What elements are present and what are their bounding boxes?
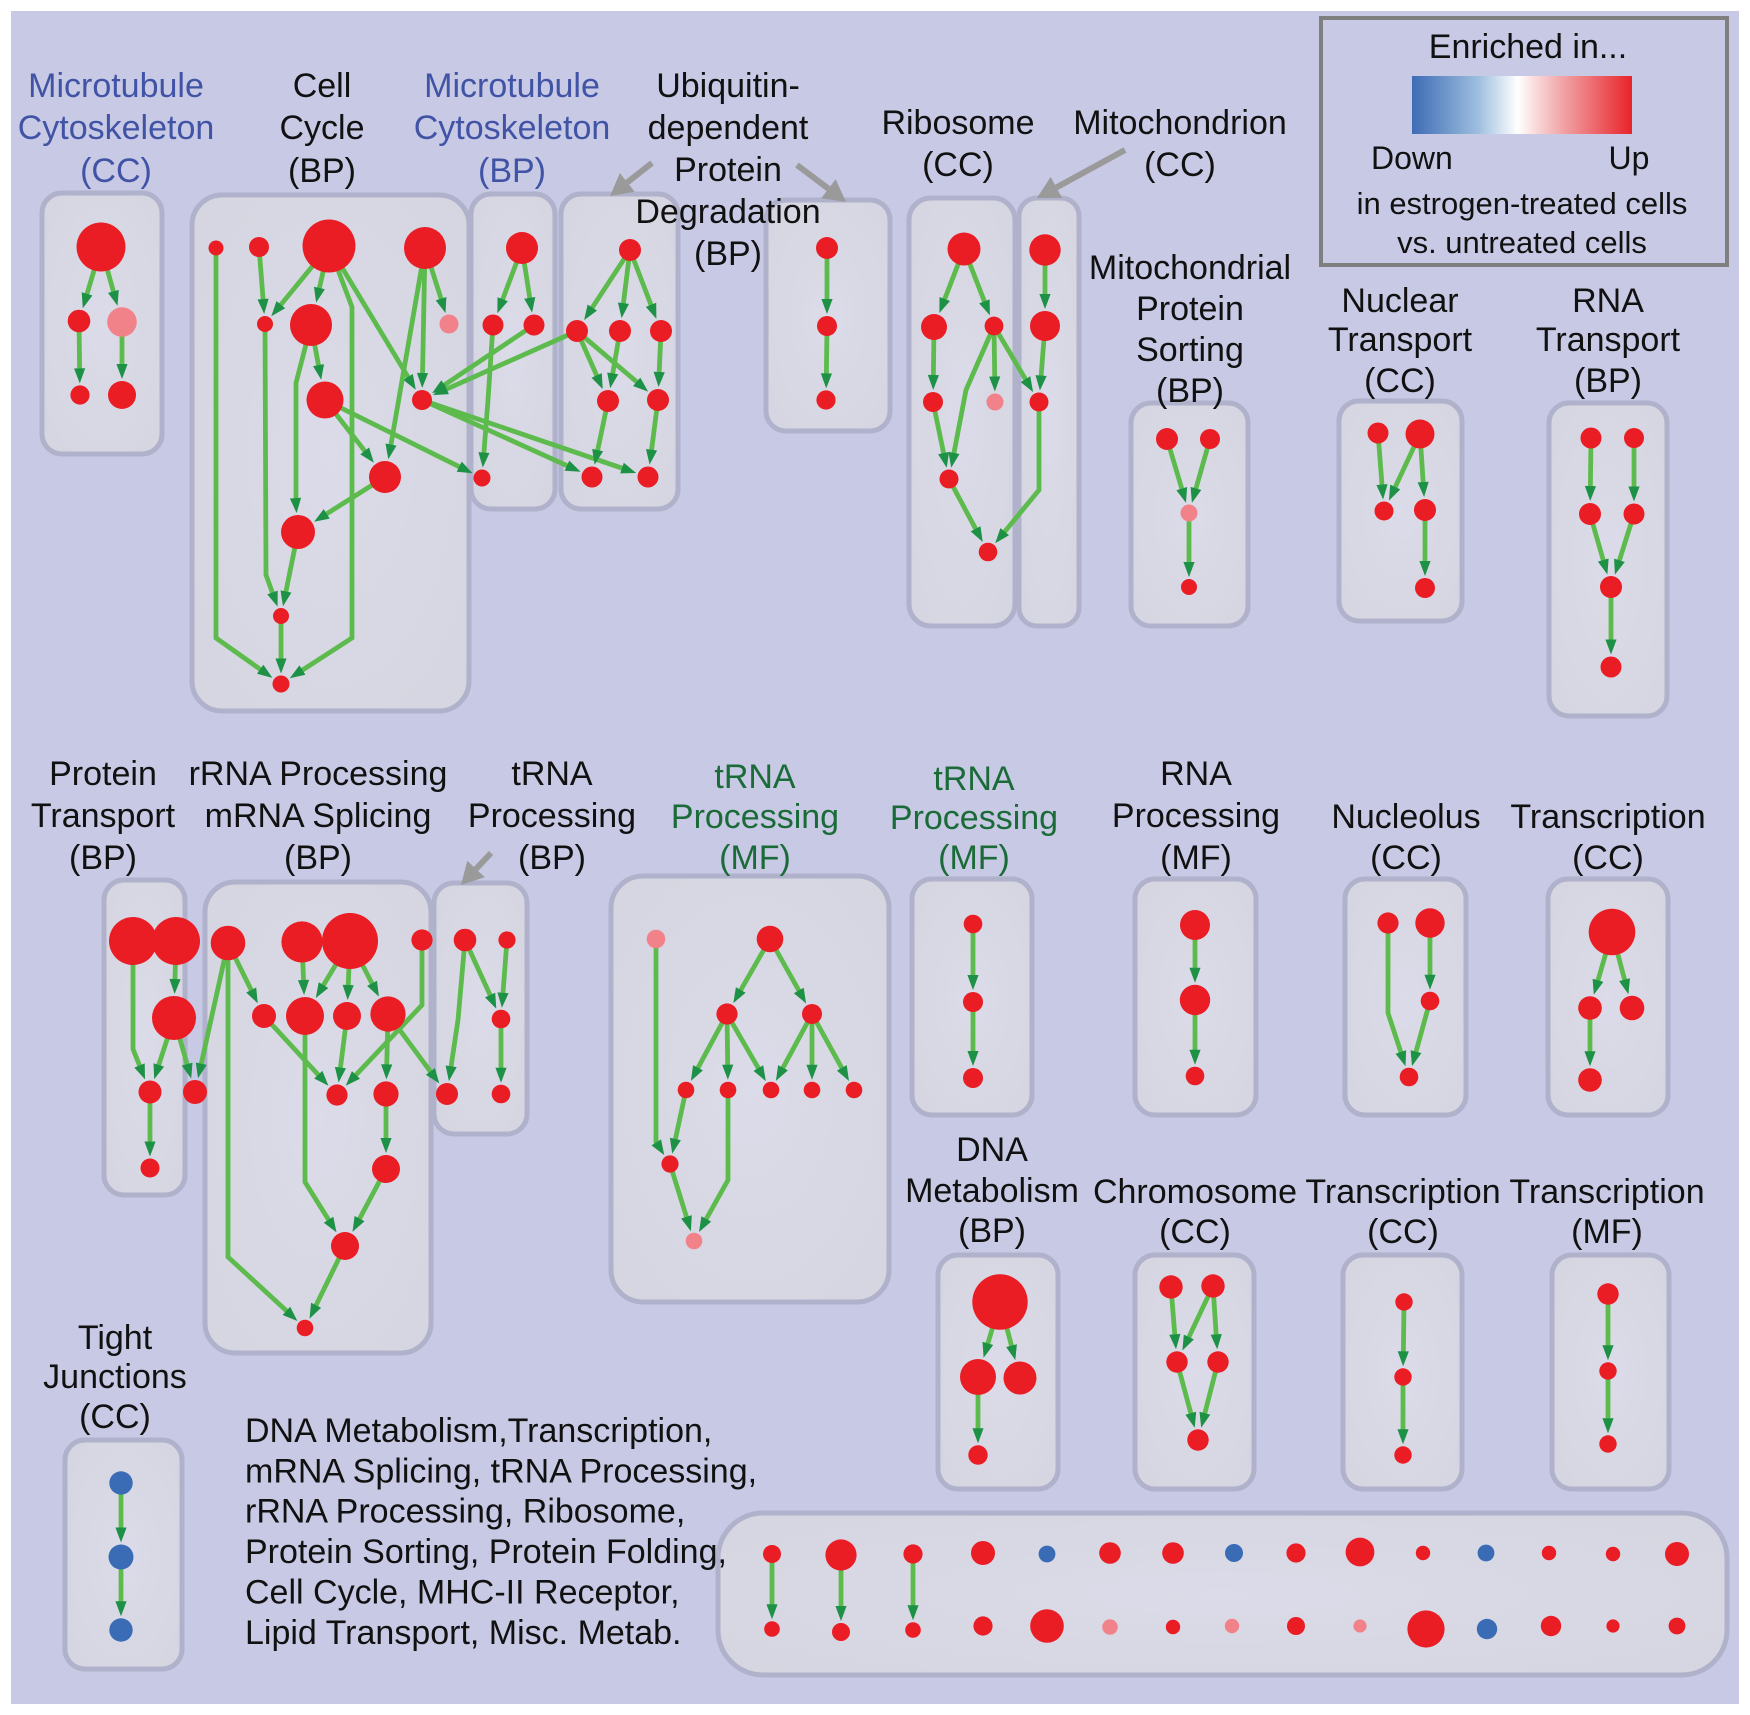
svg-text:Transcription: Transcription (1510, 798, 1705, 836)
svg-text:Lipid Transport, Misc. Metab.: Lipid Transport, Misc. Metab. (245, 1614, 682, 1652)
svg-text:Transport: Transport (31, 797, 176, 835)
svg-text:Transcription: Transcription (1305, 1173, 1500, 1211)
svg-text:(BP): (BP) (284, 839, 352, 877)
svg-text:Processing: Processing (1112, 797, 1280, 835)
svg-text:dependent: dependent (648, 109, 809, 147)
svg-text:Transport: Transport (1328, 321, 1473, 359)
svg-text:Sorting: Sorting (1136, 331, 1244, 369)
svg-text:(BP): (BP) (518, 839, 586, 877)
svg-text:tRNA: tRNA (511, 755, 593, 793)
svg-text:RNA: RNA (1572, 282, 1644, 320)
svg-text:Up: Up (1609, 140, 1650, 176)
svg-text:Transcription: Transcription (1509, 1173, 1704, 1211)
svg-text:(CC): (CC) (1159, 1213, 1231, 1251)
svg-text:tRNA: tRNA (714, 758, 796, 796)
svg-text:(MF): (MF) (938, 839, 1010, 877)
svg-text:vs. untreated cells: vs. untreated cells (1397, 225, 1647, 260)
svg-text:Nucleolus: Nucleolus (1331, 798, 1480, 836)
svg-text:(CC): (CC) (1364, 362, 1436, 400)
svg-text:(MF): (MF) (1160, 839, 1232, 877)
svg-text:(BP): (BP) (288, 152, 356, 190)
svg-text:(CC): (CC) (1144, 146, 1216, 184)
svg-text:(BP): (BP) (694, 235, 762, 273)
svg-text:(MF): (MF) (719, 839, 791, 877)
svg-text:mRNA Splicing, tRNA Processing: mRNA Splicing, tRNA Processing, (245, 1452, 757, 1490)
svg-text:mRNA Splicing: mRNA Splicing (205, 797, 432, 835)
svg-text:(BP): (BP) (69, 839, 137, 877)
svg-text:Nuclear: Nuclear (1341, 282, 1458, 320)
svg-text:Cell: Cell (293, 67, 352, 105)
svg-text:(BP): (BP) (1574, 362, 1642, 400)
svg-text:(CC): (CC) (922, 146, 994, 184)
svg-text:Protein: Protein (1136, 290, 1244, 328)
svg-text:(BP): (BP) (478, 152, 546, 190)
svg-text:Ubiquitin-: Ubiquitin- (656, 67, 800, 105)
svg-text:(BP): (BP) (1156, 372, 1224, 410)
svg-text:Cell Cycle, MHC-II Receptor,: Cell Cycle, MHC-II Receptor, (245, 1574, 680, 1612)
svg-text:Metabolism: Metabolism (905, 1172, 1079, 1210)
svg-text:in estrogen-treated cells: in estrogen-treated cells (1357, 186, 1688, 221)
svg-text:(CC): (CC) (1572, 839, 1644, 877)
svg-text:Processing: Processing (890, 799, 1058, 837)
svg-text:Microtubule: Microtubule (28, 67, 204, 105)
svg-text:Mitochondrial: Mitochondrial (1089, 249, 1291, 287)
svg-text:Degradation: Degradation (635, 193, 820, 231)
svg-text:Cytoskeleton: Cytoskeleton (414, 109, 611, 147)
svg-text:tRNA: tRNA (933, 760, 1015, 798)
svg-text:(CC): (CC) (1370, 839, 1442, 877)
svg-text:Junctions: Junctions (43, 1358, 187, 1396)
svg-text:Processing: Processing (671, 798, 839, 836)
svg-text:Protein: Protein (49, 755, 157, 793)
svg-text:Protein Sorting, Protein Foldi: Protein Sorting, Protein Folding, (245, 1533, 727, 1571)
svg-text:rRNA Processing: rRNA Processing (189, 755, 448, 793)
svg-text:DNA Metabolism,Transcription,: DNA Metabolism,Transcription, (245, 1412, 712, 1450)
svg-text:RNA: RNA (1160, 755, 1232, 793)
svg-text:Transport: Transport (1536, 321, 1681, 359)
svg-text:Microtubule: Microtubule (424, 67, 600, 105)
svg-text:Tight: Tight (78, 1319, 153, 1357)
svg-text:rRNA Processing, Ribosome,: rRNA Processing, Ribosome, (245, 1493, 685, 1531)
svg-text:Ribosome: Ribosome (881, 104, 1034, 142)
svg-text:Mitochondrion: Mitochondrion (1073, 104, 1287, 142)
svg-text:Down: Down (1371, 140, 1453, 176)
svg-text:Chromosome: Chromosome (1093, 1173, 1297, 1211)
svg-text:Enriched in...: Enriched in... (1429, 28, 1627, 66)
svg-text:DNA: DNA (956, 1131, 1028, 1169)
svg-text:Cycle: Cycle (279, 109, 364, 147)
svg-text:(CC): (CC) (80, 152, 152, 190)
svg-text:(MF): (MF) (1571, 1213, 1643, 1251)
svg-text:Processing: Processing (468, 797, 636, 835)
svg-text:(BP): (BP) (958, 1212, 1026, 1250)
svg-text:Protein: Protein (674, 151, 782, 189)
svg-text:Cytoskeleton: Cytoskeleton (18, 109, 215, 147)
svg-text:(CC): (CC) (79, 1398, 151, 1436)
svg-text:(CC): (CC) (1367, 1213, 1439, 1251)
